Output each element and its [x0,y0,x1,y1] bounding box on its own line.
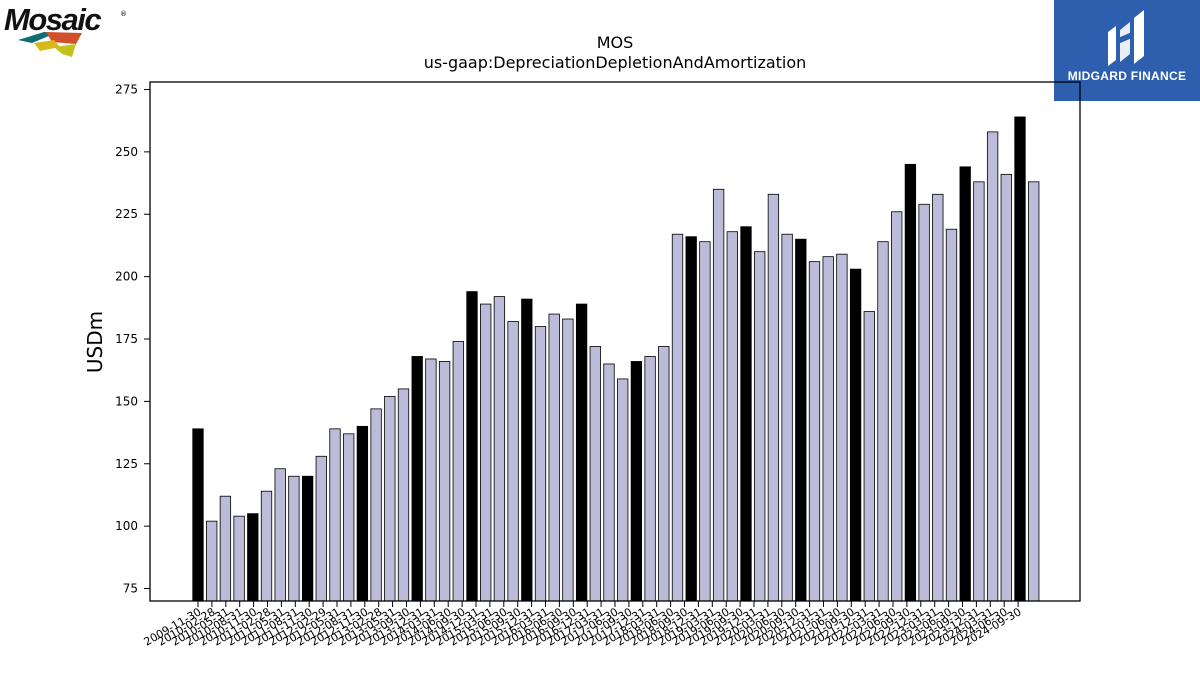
bar [699,241,711,602]
bar [781,233,793,602]
bar [849,268,862,602]
bar [534,326,547,602]
mosaic-tiles-icon [18,32,82,57]
bar [877,241,889,602]
bar [466,291,478,602]
bar [233,515,245,602]
bar [726,231,738,602]
bar [329,428,341,602]
bar [754,251,766,602]
bar [630,361,643,602]
bar [959,166,971,602]
y-tick-label: 250 [115,145,138,159]
bar [575,303,588,602]
y-tick-label: 100 [115,519,138,533]
chart-title: MOS [596,33,634,52]
bar [562,318,574,602]
company-logo-mark: ® [120,10,127,18]
bar [712,188,725,602]
y-tick-label: 225 [115,207,138,221]
bar-series [192,116,1040,602]
bar [932,193,944,602]
bar [589,346,601,602]
y-tick-label: 275 [115,82,138,96]
bar [206,520,218,602]
bar [740,226,752,602]
bar [452,341,464,602]
bar [1000,173,1012,602]
bar [986,131,999,602]
bar [521,298,533,602]
chart-subtitle: us-gaap:DepreciationDepletionAndAmortiza… [423,53,807,72]
bar [507,321,519,602]
bar [425,358,437,602]
bar [918,203,930,602]
x-axis: 2009-11-302010-02-282010-05-312010-08-31… [142,601,1024,649]
bar [671,233,684,602]
bar [891,211,903,602]
bar [945,228,958,602]
bar [822,256,834,602]
y-tick-label: 200 [115,270,138,284]
bar [795,238,807,602]
bar [658,346,670,602]
bar [192,428,204,602]
bar [603,363,615,602]
bar [315,455,327,602]
bar [493,296,506,602]
bar [685,236,697,602]
bar [274,468,286,602]
bar [356,425,369,602]
bar [247,513,259,602]
bar [260,490,273,602]
bar [767,193,780,602]
bar [343,433,355,602]
bar [1014,116,1026,602]
bar [836,253,848,602]
brand-logo: MIDGARD FINANCE [1054,0,1200,101]
midgard-m-icon [1108,10,1144,66]
plot-frame [149,81,1081,602]
bar [411,356,423,602]
bar [288,475,300,602]
company-logo-text: Mosaic [4,2,102,37]
bar [617,378,629,602]
brand-name: MIDGARD FINANCE [1067,69,1187,83]
bar [219,495,232,602]
y-tick-label: 150 [115,394,138,408]
bar [480,303,492,602]
y-tick-label: 175 [115,332,138,346]
bar [644,356,656,602]
company-logo: Mosaic ® [4,2,129,64]
bar [808,261,821,602]
bar [1028,181,1040,602]
bar [384,395,396,602]
bar [301,475,314,602]
bar [904,163,917,602]
bar [438,361,451,602]
y-axis: 75 100 125 150 175 200 225 250 275 [115,82,150,596]
bar [863,311,875,602]
bar [973,181,985,602]
bar [397,388,410,602]
y-tick-label: 75 [123,582,138,596]
bar [548,313,560,602]
y-tick-label: 125 [115,457,138,471]
bar [370,408,382,602]
